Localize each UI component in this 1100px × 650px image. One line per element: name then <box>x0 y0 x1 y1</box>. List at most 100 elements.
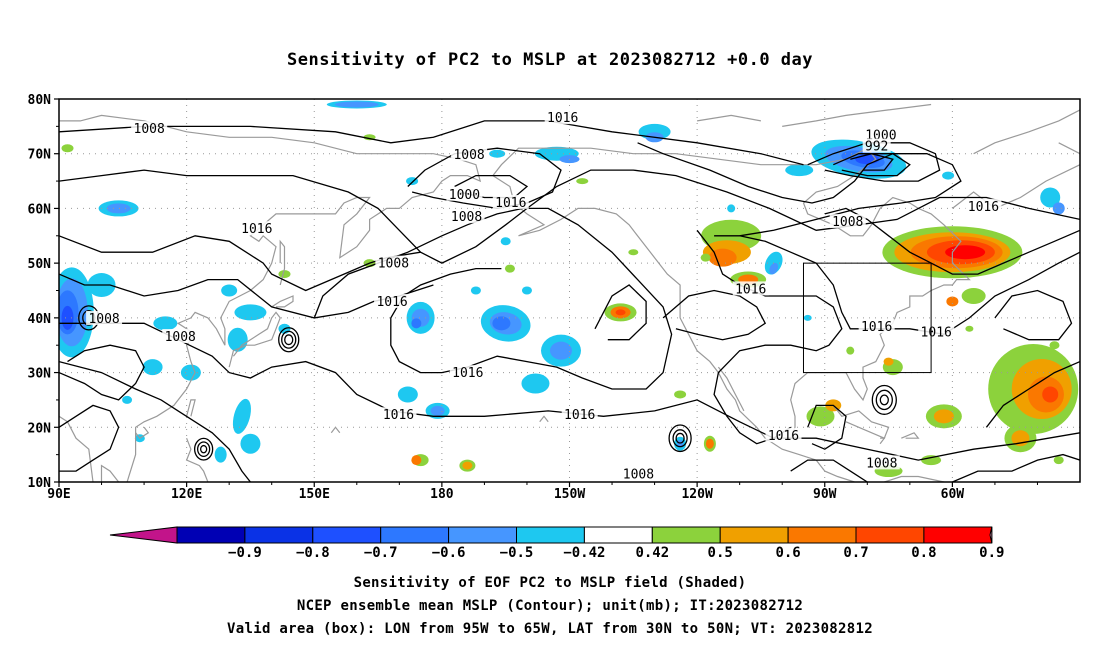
contour-label: 1008 <box>378 257 409 272</box>
contour-label-bg <box>918 324 955 339</box>
shading-blob <box>933 409 954 424</box>
colorbar-label: 0.9 <box>979 545 1004 561</box>
coastlines <box>59 103 1080 482</box>
shading-blob <box>411 455 422 466</box>
colorbar-label: 0.7 <box>843 545 868 561</box>
sensitivity-shading <box>59 100 1079 478</box>
shading-blob <box>142 359 163 376</box>
contour-label: 1008 <box>623 467 654 482</box>
shading-blob <box>708 248 737 267</box>
shading-blob <box>334 101 379 108</box>
isobar <box>952 453 1080 482</box>
isobar <box>59 273 434 319</box>
contour-label: 1008 <box>165 330 196 345</box>
shading-blob <box>1053 456 1064 465</box>
shading-blob <box>769 262 779 275</box>
shading-blob <box>504 264 515 273</box>
isobar-closed <box>284 334 294 346</box>
contour-label-bg <box>238 221 275 236</box>
isobar <box>807 142 941 182</box>
shading-blob <box>1040 187 1061 208</box>
coastline <box>186 399 196 417</box>
contour-label-bg <box>449 365 486 380</box>
coastline <box>100 464 120 482</box>
colorbar-segment <box>855 526 925 544</box>
shading-blob <box>945 245 986 260</box>
coastline <box>879 437 886 445</box>
colorbar-segment <box>448 526 518 544</box>
isobar <box>59 120 804 166</box>
isobar <box>985 361 1080 428</box>
contour-label: 1016 <box>547 111 578 126</box>
lon-label: 120E <box>171 487 202 502</box>
contour-label-bg <box>862 127 899 142</box>
coastline <box>832 405 890 439</box>
colorbar-segment <box>380 526 450 544</box>
contour-label-bg <box>374 293 411 308</box>
colorbar-over-arrow <box>989 526 993 544</box>
isobar-closed <box>875 389 893 411</box>
shading-blob <box>946 296 959 307</box>
lat-label: 30N <box>28 367 52 382</box>
contour-label-bg <box>765 428 802 443</box>
colorbar-label: −0.8 <box>296 545 330 561</box>
shading-blob <box>240 433 261 454</box>
shading-blob <box>106 203 131 214</box>
contour-label-bg <box>829 214 866 229</box>
shading-blob <box>430 405 445 416</box>
isobar <box>637 142 962 237</box>
colorbar-segment <box>719 526 789 544</box>
shading-blob <box>470 286 481 295</box>
mslp-contours <box>59 120 1080 482</box>
lon-label: 90E <box>47 487 70 502</box>
coastline <box>717 366 745 412</box>
contour-label: 1016 <box>921 326 952 341</box>
colorbar-label: −0.7 <box>364 545 398 561</box>
coastline <box>539 415 549 423</box>
shading-blob <box>61 144 74 153</box>
contour-label: 1016 <box>452 366 483 381</box>
lon-label: 90W <box>813 487 837 502</box>
shading-blob <box>576 178 589 185</box>
contour-label-bg <box>162 329 199 344</box>
colorbar-segment <box>312 526 382 544</box>
isobar <box>407 147 562 210</box>
colorbar-segment <box>787 526 857 544</box>
shading-blob <box>492 316 511 331</box>
isobar-closed <box>871 384 897 415</box>
shading-blob <box>462 461 473 470</box>
isobar-closed <box>675 432 685 444</box>
shading-blob <box>278 270 291 279</box>
isobar <box>994 289 1073 341</box>
lon-label: 150W <box>554 487 585 502</box>
contour-label-bg <box>375 255 412 270</box>
isobar-closed <box>196 441 211 458</box>
contour-label: 1008 <box>453 148 484 163</box>
shading-blob <box>221 284 238 297</box>
coastline <box>59 415 94 482</box>
contour-label-bg <box>86 310 123 325</box>
shading-blob <box>232 398 251 434</box>
coastline <box>782 103 932 127</box>
shading-blob <box>677 439 684 448</box>
coastline <box>135 426 150 439</box>
lat-label: 50N <box>28 257 52 272</box>
valid-area-box <box>802 262 932 374</box>
shading-blob <box>234 304 267 321</box>
lat-label: 60N <box>28 202 52 217</box>
shading-blob <box>500 237 511 246</box>
colorbar: −0.9 −0.8 −0.7 −0.6 −0.5 −0.42 0.42 0.5 0.6 0.7 0.… <box>109 526 1004 561</box>
contour-label: 1016 <box>968 200 999 215</box>
shading-blob <box>628 249 639 256</box>
isobar <box>833 153 911 177</box>
footer-line-valid-area: Valid area (box): LON from 95W to 65W, L… <box>227 621 873 637</box>
contour-label: 1016 <box>383 408 414 423</box>
contour-label-bg <box>451 146 488 161</box>
shading-blob <box>674 390 687 399</box>
lon-label: 180 <box>430 487 454 502</box>
shading-blob <box>883 357 894 366</box>
contour-label: 1016 <box>861 320 892 335</box>
colorbar-under-arrow <box>109 526 178 544</box>
colorbar-label: 0.8 <box>911 545 936 561</box>
